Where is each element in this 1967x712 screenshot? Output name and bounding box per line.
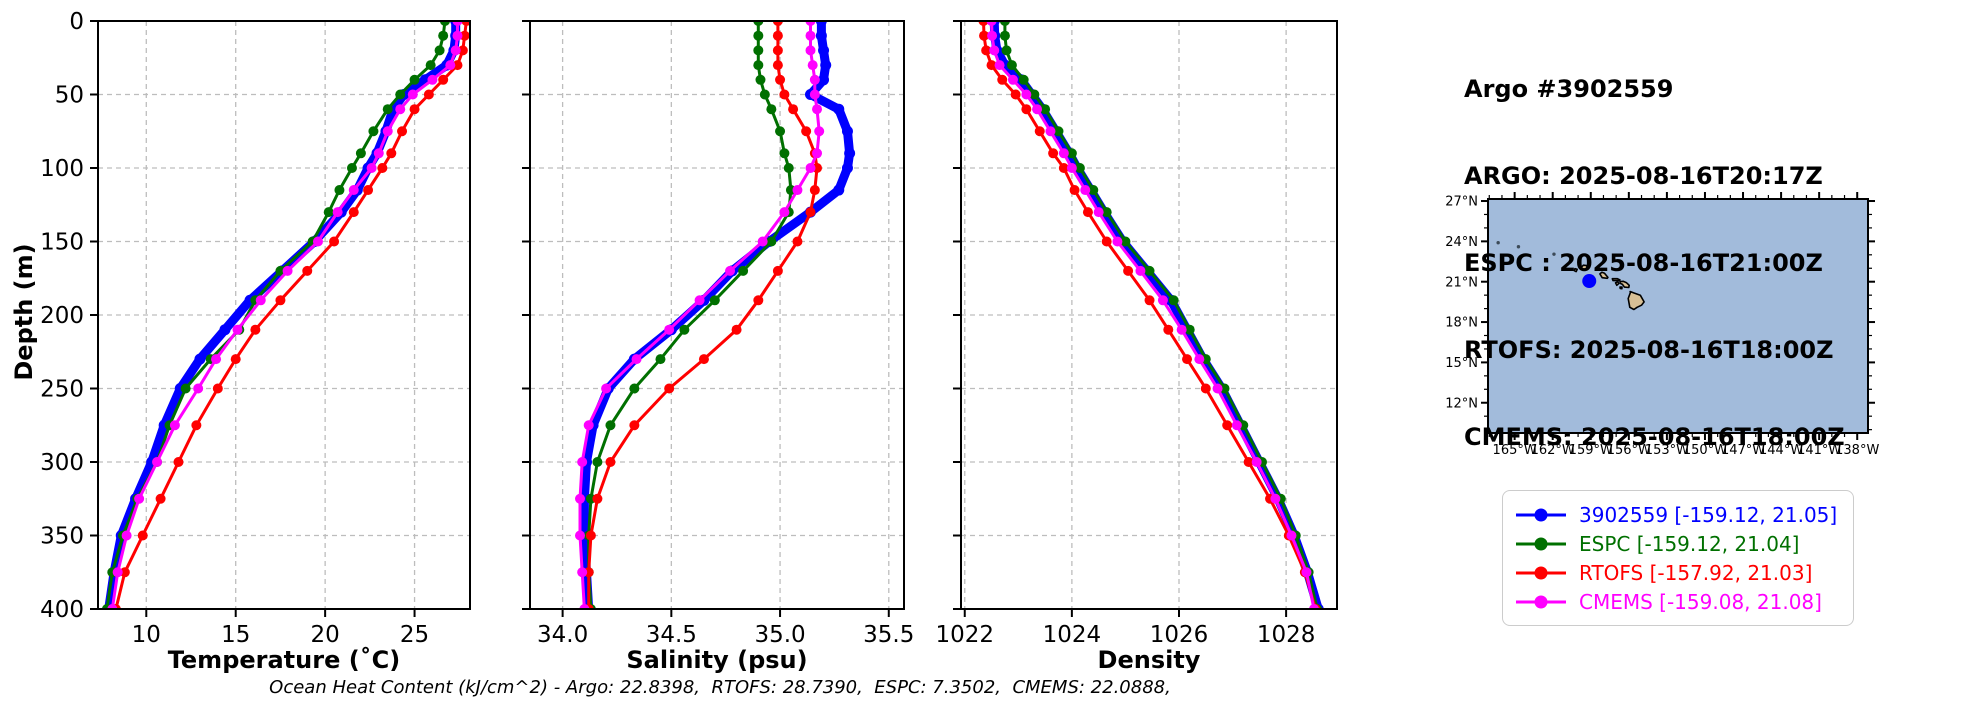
svg-text:153°W: 153°W <box>1645 443 1689 458</box>
svg-text:144°W: 144°W <box>1759 443 1803 458</box>
svg-text:300: 300 <box>40 450 84 476</box>
legend-item: ESPC [-159.12, 21.04] <box>1515 529 1841 558</box>
density-axis-label: Density <box>1097 646 1201 674</box>
svg-text:159°W: 159°W <box>1569 443 1613 458</box>
svg-text:24°N: 24°N <box>1445 235 1478 250</box>
svg-text:1028: 1028 <box>1257 622 1316 648</box>
svg-text:200: 200 <box>40 303 84 329</box>
salinity-axis-label: Salinity (psu) <box>626 646 808 674</box>
svg-text:250: 250 <box>40 377 84 403</box>
legend-item-label: ESPC [-159.12, 21.04] <box>1579 531 1800 556</box>
svg-text:35.0: 35.0 <box>754 622 805 648</box>
svg-text:147°W: 147°W <box>1721 443 1765 458</box>
svg-text:35.5: 35.5 <box>863 622 914 648</box>
legend-item-label: RTOFS [-157.92, 21.03] <box>1579 560 1813 585</box>
svg-text:12°N: 12°N <box>1445 396 1478 411</box>
svg-text:15: 15 <box>221 622 250 648</box>
svg-text:34.0: 34.0 <box>537 622 588 648</box>
svg-text:0: 0 <box>69 9 84 35</box>
svg-text:20: 20 <box>310 622 339 648</box>
float-id-line: Argo #3902559 <box>1464 75 1674 103</box>
svg-text:34.5: 34.5 <box>646 622 697 648</box>
rtofs-time-line: RTOFS: 2025-08-16T18:00Z <box>1464 336 1834 364</box>
svg-text:21°N: 21°N <box>1445 275 1478 290</box>
svg-text:1024: 1024 <box>1043 622 1102 648</box>
svg-text:400: 400 <box>40 597 84 623</box>
svg-text:18°N: 18°N <box>1445 316 1478 331</box>
svg-text:150: 150 <box>40 230 84 256</box>
argo-time-line: ARGO: 2025-08-16T20:17Z <box>1464 162 1823 190</box>
svg-text:138°W: 138°W <box>1835 443 1879 458</box>
legend-line-marker-icon <box>1516 508 1566 521</box>
svg-text:165°W: 165°W <box>1493 443 1537 458</box>
legend-item: 3902559 [-159.12, 21.05] <box>1515 500 1841 529</box>
svg-text:1026: 1026 <box>1150 622 1209 648</box>
svg-text:100: 100 <box>40 156 84 182</box>
legend-line-marker-icon <box>1516 566 1566 579</box>
info-block: Argo #3902559 ARGO: 2025-08-16T20:17Z ES… <box>1464 17 1845 510</box>
svg-text:27°N: 27°N <box>1445 195 1478 210</box>
espc-time-line: ESPC : 2025-08-16T21:00Z <box>1464 249 1823 277</box>
svg-text:350: 350 <box>40 524 84 550</box>
svg-text:162°W: 162°W <box>1531 443 1575 458</box>
depth-axis-label: Depth (m) <box>10 243 38 381</box>
svg-text:141°W: 141°W <box>1797 443 1841 458</box>
svg-text:10: 10 <box>132 622 161 648</box>
legend-item-label: CMEMS [-159.08, 21.08] <box>1579 589 1822 614</box>
temperature-axis-label: Temperature (˚C) <box>167 646 401 674</box>
svg-text:150°W: 150°W <box>1683 443 1727 458</box>
cmems-time-line: CMEMS: 2025-08-16T18:00Z <box>1464 423 1845 451</box>
svg-text:15°N: 15°N <box>1445 356 1478 371</box>
legend: 3902559 [-159.12, 21.05] ESPC [-159.12, … <box>1502 490 1854 626</box>
legend-item: RTOFS [-157.92, 21.03] <box>1515 558 1841 587</box>
legend-line-marker-icon <box>1516 595 1566 608</box>
legend-item: CMEMS [-159.08, 21.08] <box>1515 587 1841 616</box>
svg-text:50: 50 <box>55 83 84 109</box>
svg-text:25: 25 <box>400 622 429 648</box>
svg-text:1022: 1022 <box>935 622 994 648</box>
legend-line-marker-icon <box>1516 537 1566 550</box>
ocean-heat-content-note: Ocean Heat Content (kJ/cm^2) - Argo: 22.… <box>269 677 1171 698</box>
svg-text:156°W: 156°W <box>1607 443 1651 458</box>
legend-item-label: 3902559 [-159.12, 21.05] <box>1579 502 1838 527</box>
